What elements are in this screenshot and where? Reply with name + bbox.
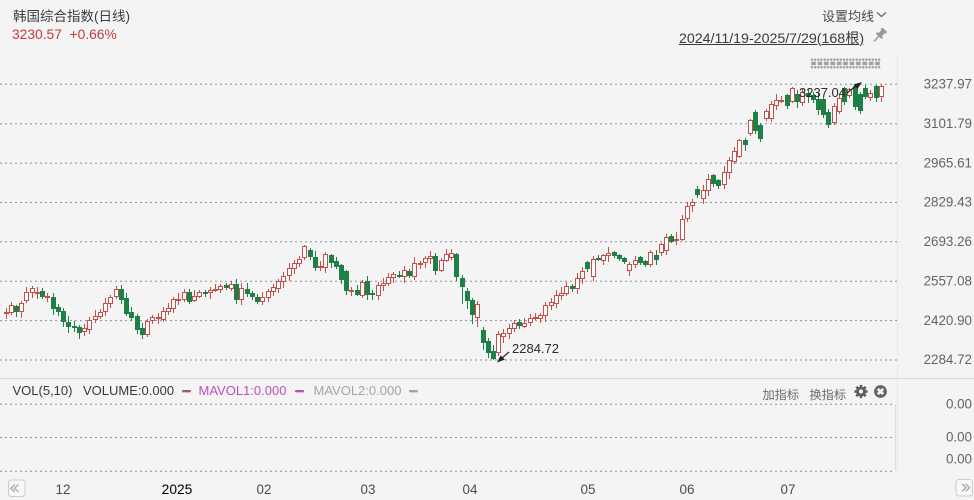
svg-text:2025: 2025	[162, 482, 193, 497]
svg-text:0.00: 0.00	[946, 430, 972, 445]
svg-text:0.00: 0.00	[946, 397, 972, 412]
svg-text:2284.72: 2284.72	[924, 352, 972, 367]
svg-text:3101.79: 3101.79	[924, 116, 972, 131]
svg-text:05: 05	[581, 482, 596, 497]
svg-text:04: 04	[463, 482, 478, 497]
svg-text:3237.97: 3237.97	[924, 77, 972, 92]
svg-text:3237.04: 3237.04	[799, 85, 846, 100]
svg-text:2965.61: 2965.61	[924, 155, 972, 170]
svg-text:2557.08: 2557.08	[924, 273, 972, 288]
svg-text:03: 03	[361, 482, 376, 497]
svg-text:12: 12	[56, 482, 71, 497]
svg-text:2829.43: 2829.43	[924, 195, 972, 210]
svg-text:2420.90: 2420.90	[924, 313, 972, 328]
svg-text:07: 07	[781, 482, 796, 497]
svg-text:2284.72: 2284.72	[512, 341, 559, 356]
svg-text:2693.26: 2693.26	[924, 234, 972, 249]
svg-text:0.00: 0.00	[946, 452, 972, 467]
svg-text:02: 02	[257, 482, 272, 497]
svg-text:06: 06	[680, 482, 695, 497]
